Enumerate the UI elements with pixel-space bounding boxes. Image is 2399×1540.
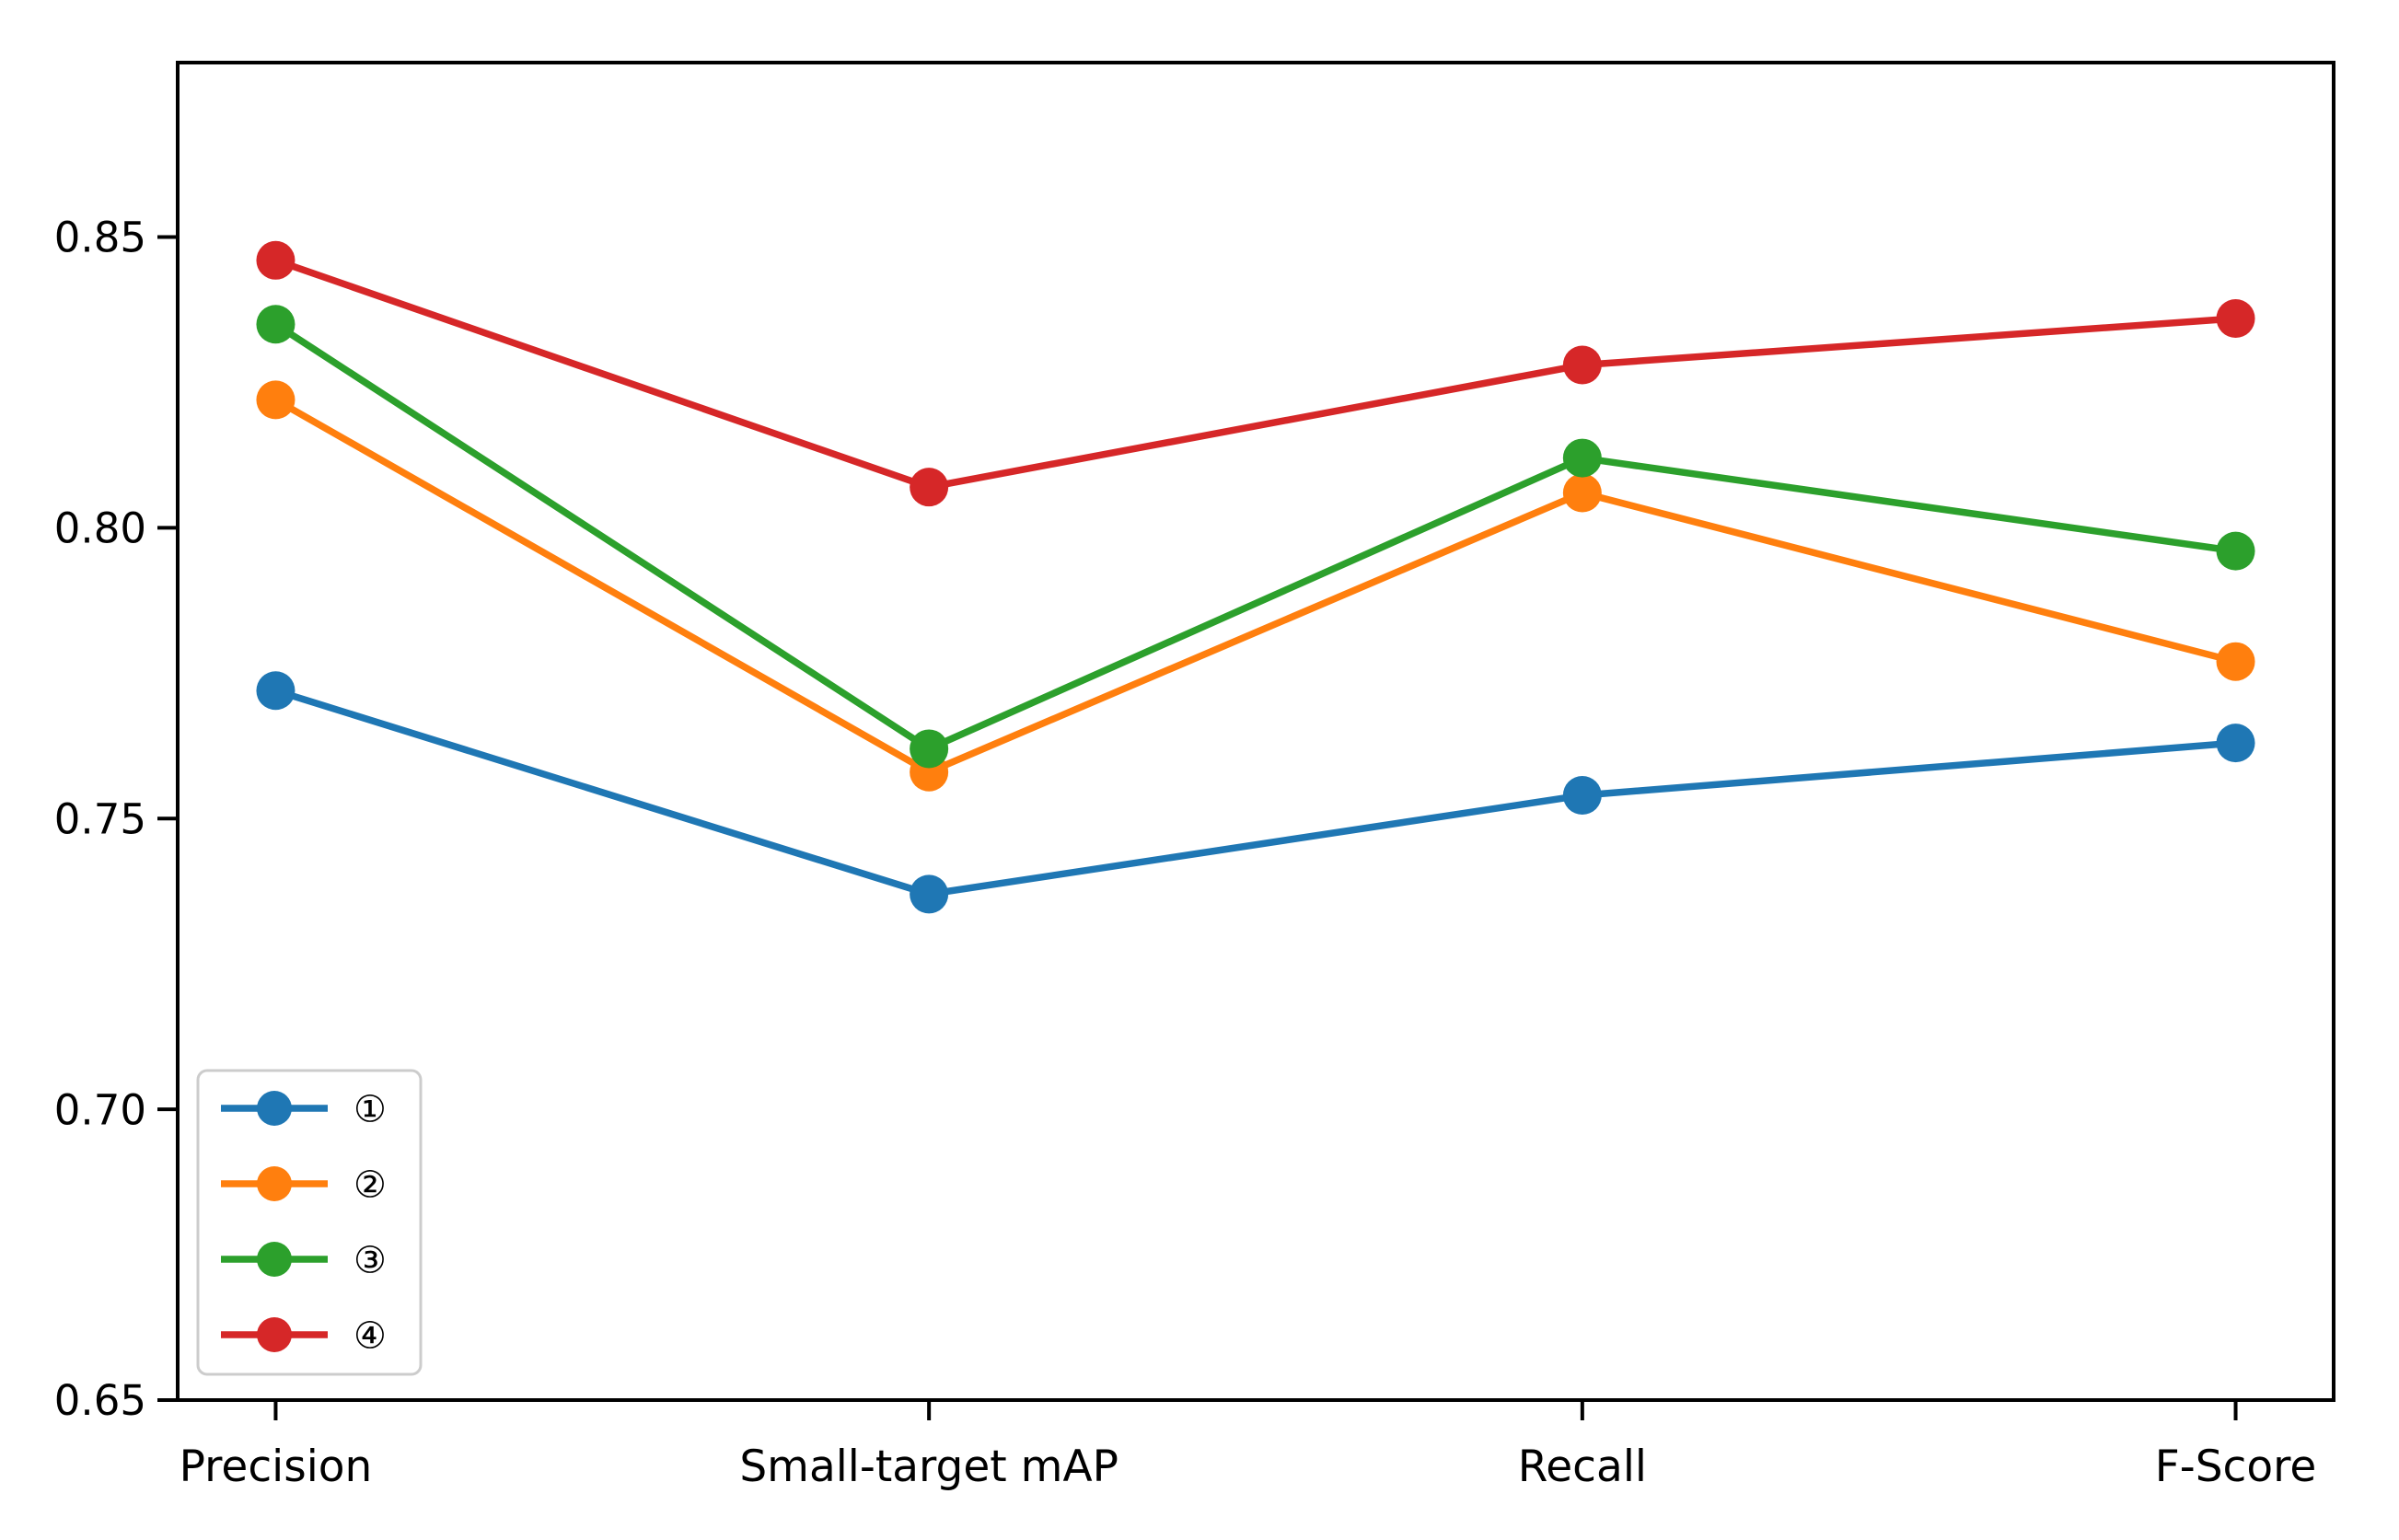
- x-tick-label: F-Score: [2155, 1442, 2317, 1492]
- series-marker-4: [910, 468, 949, 507]
- legend-label: ②: [353, 1164, 387, 1206]
- x-tick-label: Recall: [1518, 1442, 1647, 1492]
- series-marker-4: [1562, 345, 1602, 385]
- series-marker-2: [2216, 642, 2255, 681]
- series-marker-3: [1562, 438, 1602, 478]
- series-line-1: [274, 687, 2236, 898]
- series-line-3: [273, 321, 2237, 753]
- series-marker-3: [256, 305, 296, 344]
- series-marker-4: [2216, 298, 2255, 338]
- legend-label: ③: [353, 1239, 387, 1281]
- series-line-2: [273, 397, 2237, 776]
- series-marker-1: [1562, 775, 1602, 815]
- series-marker-2: [1562, 473, 1602, 513]
- y-tick-label: 0.80: [54, 504, 146, 553]
- x-tick-label: Precision: [180, 1442, 373, 1492]
- y-tick-label: 0.70: [54, 1085, 146, 1134]
- series-marker-3: [910, 729, 949, 769]
- series-marker-2: [256, 380, 296, 420]
- legend-swatch-marker: [257, 1317, 292, 1352]
- legend-label: ①: [353, 1088, 387, 1130]
- plot-border: [176, 61, 2335, 1402]
- series-marker-4: [256, 240, 296, 280]
- legend-label: ④: [353, 1314, 387, 1357]
- legend-swatch-marker: [257, 1091, 292, 1126]
- series-marker-1: [910, 874, 949, 914]
- y-tick-label: 0.65: [54, 1376, 146, 1425]
- legend-swatch-marker: [257, 1166, 292, 1201]
- y-tick-label: 0.75: [54, 794, 146, 843]
- series-marker-1: [256, 671, 296, 711]
- series-line-4: [274, 257, 2236, 492]
- series-marker-1: [2216, 724, 2255, 763]
- legend-swatch-marker: [257, 1242, 292, 1277]
- x-tick-label: Small-target mAP: [739, 1442, 1118, 1492]
- series-marker-3: [2216, 531, 2255, 571]
- legend-box: [196, 1069, 423, 1376]
- y-tick-label: 0.85: [54, 214, 146, 262]
